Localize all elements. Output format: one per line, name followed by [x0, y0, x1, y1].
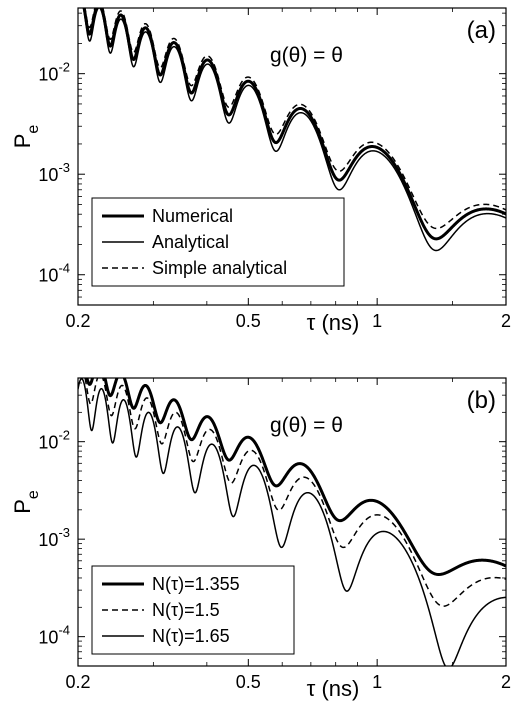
x-tick-label: 0.5 — [236, 311, 261, 331]
legend-label: N(τ)=1.65 — [152, 626, 230, 646]
y-tick-label: 10-3 — [38, 525, 70, 550]
y-tick-label: 10-2 — [38, 428, 70, 453]
legend-label: N(τ)=1.355 — [152, 574, 240, 594]
series-line-3 — [78, 378, 506, 666]
y-tick-label: 10-2 — [38, 60, 70, 85]
x-tick-label: 2 — [501, 311, 511, 331]
y-tick-label: 10-4 — [38, 623, 70, 648]
annotation: g(θ) = θ — [270, 44, 343, 67]
y-tick-label: 10-4 — [38, 261, 70, 286]
y-axis-label: Pe — [10, 490, 42, 514]
panel-a: 0.2 0.5 1 2 10-4 10-3 10-2 (a) g(θ) = θ Numerical… — [10, 7, 511, 335]
panel-label: (a) — [467, 17, 496, 44]
series-line-2 — [82, 8, 506, 252]
series-line-2 — [84, 378, 506, 607]
curves — [78, 378, 506, 666]
x-tick-label: 0.2 — [65, 311, 90, 331]
curves — [82, 8, 506, 252]
legend-label: Analytical — [152, 232, 229, 252]
x-tick-label: 0.2 — [65, 672, 90, 692]
x-tick-label: 0.5 — [236, 672, 261, 692]
plot-frame — [77, 7, 507, 306]
panel-label: (b) — [467, 387, 496, 414]
x-tick-label: 2 — [501, 672, 511, 692]
y-tick-label: 10-3 — [38, 160, 70, 185]
y-axis-label: Pe — [10, 125, 42, 149]
x-tick-label: 1 — [372, 311, 382, 331]
annotation: g(θ) = θ — [270, 414, 343, 437]
legend-label: N(τ)=1.5 — [152, 600, 220, 620]
legend-label: Numerical — [152, 206, 233, 226]
panel-b: 0.2 0.5 1 2 10-4 10-3 10-2 (b) g(θ) = θ N(τ)=1.35… — [10, 377, 511, 701]
series-line-1 — [82, 8, 506, 241]
series-line-1 — [85, 378, 506, 576]
legend: N(τ)=1.355 N(τ)=1.5 N(τ)=1.65 — [91, 565, 295, 655]
x-axis-label: τ (ns) — [307, 310, 360, 335]
x-axis-label: τ (ns) — [307, 676, 360, 701]
legend: Numerical Analytical Simple analytical — [91, 197, 345, 287]
x-tick-label: 1 — [372, 672, 382, 692]
series-line-3 — [84, 8, 506, 230]
plot-frame — [77, 377, 507, 667]
legend-label: Simple analytical — [152, 258, 287, 278]
